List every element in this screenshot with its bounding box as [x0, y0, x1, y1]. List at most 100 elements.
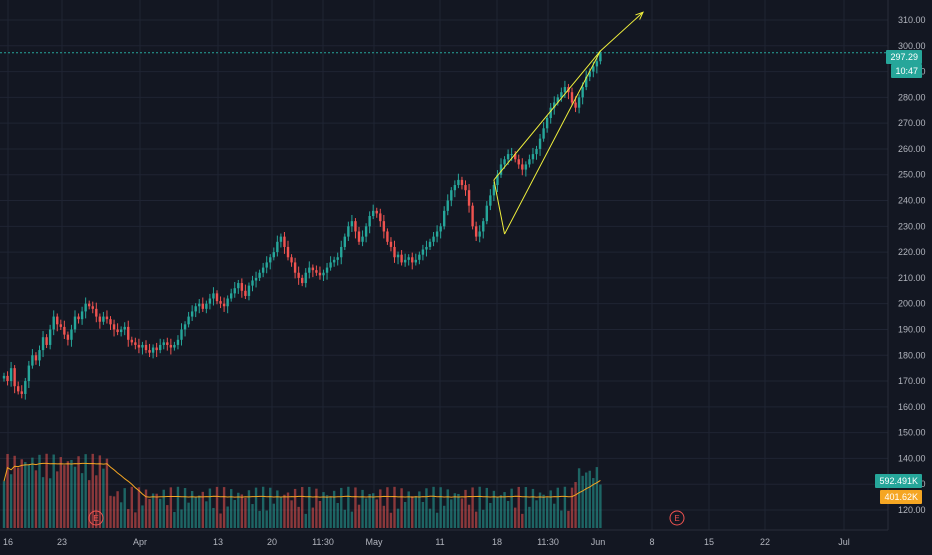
volume-bar	[20, 459, 23, 528]
volume-bar	[215, 486, 219, 528]
candle-body	[119, 329, 123, 333]
candle-body	[496, 174, 499, 186]
candle-body	[98, 316, 102, 322]
volume-bar	[109, 495, 112, 528]
volume-bar	[141, 505, 144, 528]
candle-body	[286, 246, 290, 258]
candle-body	[563, 87, 567, 93]
candle-body	[148, 350, 151, 353]
candle-body	[91, 306, 94, 309]
volume-ma-line	[3, 462, 601, 498]
volume-bar	[524, 487, 528, 528]
volume-bar	[599, 484, 602, 528]
time-tick-label: Jul	[838, 537, 850, 547]
earnings-marker-label: E	[93, 514, 98, 523]
price-tick-label: 230.00	[898, 221, 926, 231]
price-axis[interactable]: 120.00130.00140.00150.00160.00170.00180.…	[887, 0, 932, 550]
volume-bar	[66, 461, 70, 528]
volume-bar	[560, 510, 563, 528]
volume-bar	[244, 497, 247, 528]
volume-bar	[514, 507, 517, 528]
price-axis-bg	[888, 0, 932, 550]
volume-bar	[258, 510, 261, 528]
volume-bar	[297, 506, 300, 528]
price-tick-label: 220.00	[898, 247, 926, 257]
volume-bar	[84, 454, 87, 528]
volume-bar	[485, 487, 488, 528]
volume-bar	[80, 473, 84, 528]
candle-body	[318, 272, 322, 276]
volume-bar	[428, 508, 432, 528]
volume-bar	[247, 490, 251, 528]
candle-body	[517, 159, 520, 165]
candle-body	[276, 241, 279, 253]
price-tick-label: 160.00	[898, 402, 926, 412]
candle-body	[261, 267, 265, 273]
candle-body	[180, 329, 183, 340]
volume-bar	[432, 486, 435, 528]
volume-bar	[425, 488, 428, 528]
candle-body	[489, 195, 492, 206]
candle-body	[556, 97, 559, 103]
volume-bar	[372, 493, 375, 528]
price-tick-label: 280.00	[898, 92, 926, 102]
candle-body	[553, 102, 556, 108]
candle-body	[574, 102, 577, 108]
candle-body	[247, 285, 251, 296]
candle-body	[450, 190, 453, 201]
candle-body	[45, 337, 48, 345]
time-tick-label: Jun	[591, 537, 606, 547]
volume-bar	[350, 511, 354, 528]
volume-bar	[393, 486, 396, 528]
candle-body	[350, 221, 354, 227]
volume-bar	[361, 489, 364, 528]
volume-bar	[386, 487, 389, 528]
time-tick-label: May	[365, 537, 383, 547]
volume-bar	[159, 498, 162, 528]
candle-body	[63, 326, 66, 335]
candle-body	[27, 365, 31, 382]
volume-bar	[496, 496, 499, 528]
candle-body	[393, 246, 396, 258]
volume-bar	[176, 486, 180, 528]
volume-bar	[212, 507, 215, 528]
volume-bar	[538, 492, 542, 528]
candle-body	[588, 71, 591, 77]
volume-bar	[531, 488, 535, 528]
candle-body	[439, 226, 442, 232]
volume-bar	[13, 455, 16, 528]
trend-drawing[interactable]	[493, 11, 644, 235]
volume-bar	[31, 457, 34, 528]
volume-bar	[112, 496, 116, 528]
candle-body	[95, 308, 98, 317]
volume-bar	[379, 489, 382, 528]
candle-body	[272, 252, 275, 258]
candle-body	[538, 138, 542, 149]
volume-bar	[464, 489, 467, 528]
volume-bar	[77, 456, 80, 528]
arrow-head	[635, 11, 644, 20]
volume-bar	[293, 488, 297, 528]
time-axis[interactable]: 16 23 Apr 13 20 11:30 May 11 18 11:30 Jun 8 15 22 Jul	[0, 529, 888, 547]
candle-body	[187, 316, 190, 325]
volume-bar	[180, 509, 183, 528]
volume-bar	[190, 491, 194, 528]
candle-body	[336, 257, 339, 260]
candle-body	[464, 185, 467, 191]
volume-bar	[48, 478, 52, 528]
candle-body	[304, 272, 307, 284]
volume-bar	[450, 499, 453, 528]
candle-body	[443, 210, 446, 227]
time-tick-label: 13	[213, 537, 223, 547]
volume-bar	[545, 497, 549, 528]
candle-body	[329, 262, 332, 268]
candle-body	[17, 386, 20, 392]
price-tick-label: 170.00	[898, 376, 926, 386]
candle-body	[315, 270, 318, 273]
candle-body	[592, 66, 595, 72]
volume-bar	[510, 488, 513, 528]
volume-bar	[542, 494, 545, 528]
